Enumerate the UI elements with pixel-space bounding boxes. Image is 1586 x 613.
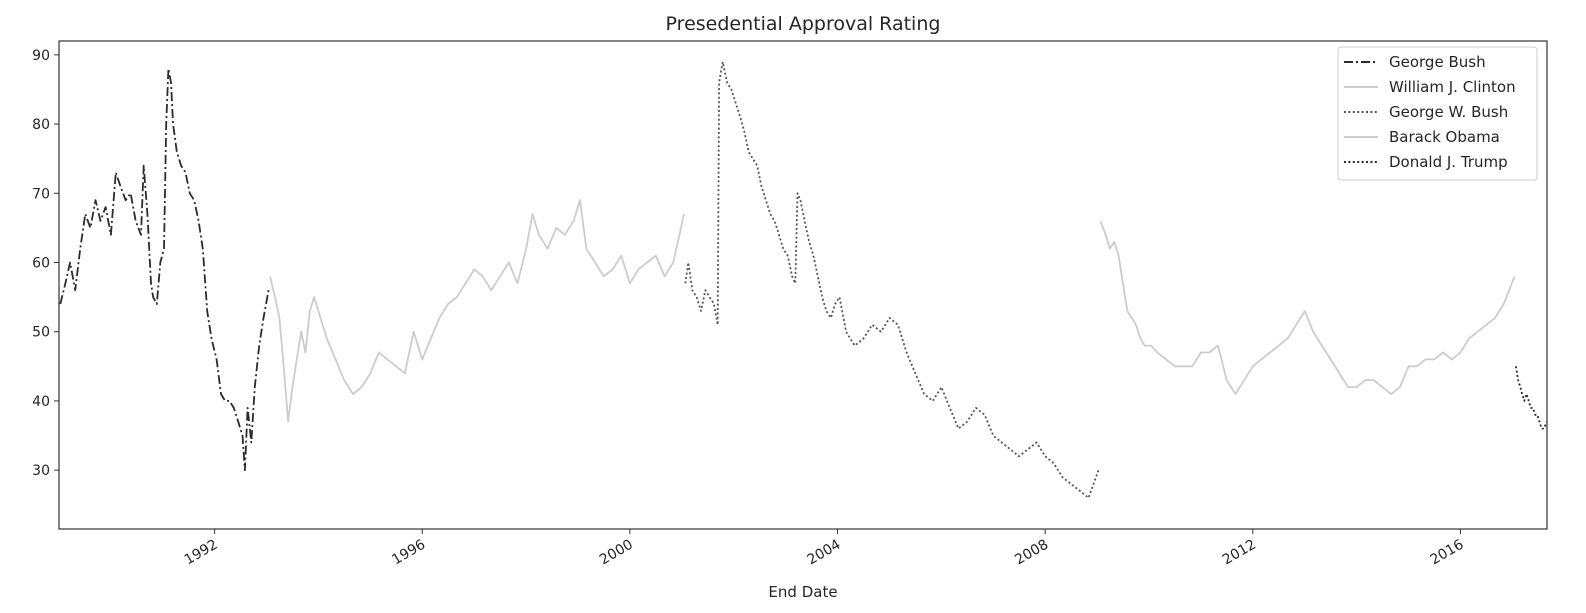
legend-label: Donald J. Trump (1389, 153, 1508, 171)
series-line-3 (684, 60, 1100, 499)
y-tick-label: 30 (32, 463, 50, 479)
plot-area (59, 41, 1547, 529)
y-tick-label: 50 (32, 325, 50, 341)
series-line-1 (59, 67, 270, 472)
y-tick-label: 80 (32, 117, 50, 133)
x-tick-label: 1996 (389, 537, 428, 569)
plot-background (59, 41, 1547, 529)
series-line-2 (269, 199, 685, 423)
legend-box (1337, 46, 1538, 181)
y-tick-label: 60 (32, 256, 50, 272)
axes-frame (58, 40, 1548, 530)
series-layer (59, 60, 1548, 499)
x-tick-label: 2016 (1428, 537, 1467, 569)
x-tick-label: 2000 (597, 537, 636, 569)
x-tick-label: 2004 (805, 537, 844, 569)
x-axis-label: End Date (768, 583, 837, 601)
legend-label: George Bush (1389, 53, 1486, 71)
x-tick-label: 2008 (1012, 537, 1051, 569)
legend-label: George W. Bush (1389, 103, 1508, 121)
x-tick-label: 2012 (1220, 537, 1259, 569)
y-tick-label: 70 (32, 186, 50, 202)
y-tick-label: 40 (32, 394, 50, 410)
x-tick-label: 1992 (182, 537, 221, 569)
legend-label: Barack Obama (1389, 128, 1500, 146)
legend-label: William J. Clinton (1389, 78, 1516, 96)
legend: George Bush William J. Clinton George W. B… (1337, 46, 1538, 181)
series-line-5 (1515, 366, 1548, 430)
series-line-4 (1099, 220, 1516, 395)
y-tick-label: 90 (32, 48, 50, 64)
chart-title: Presedential Approval Rating (666, 13, 941, 35)
